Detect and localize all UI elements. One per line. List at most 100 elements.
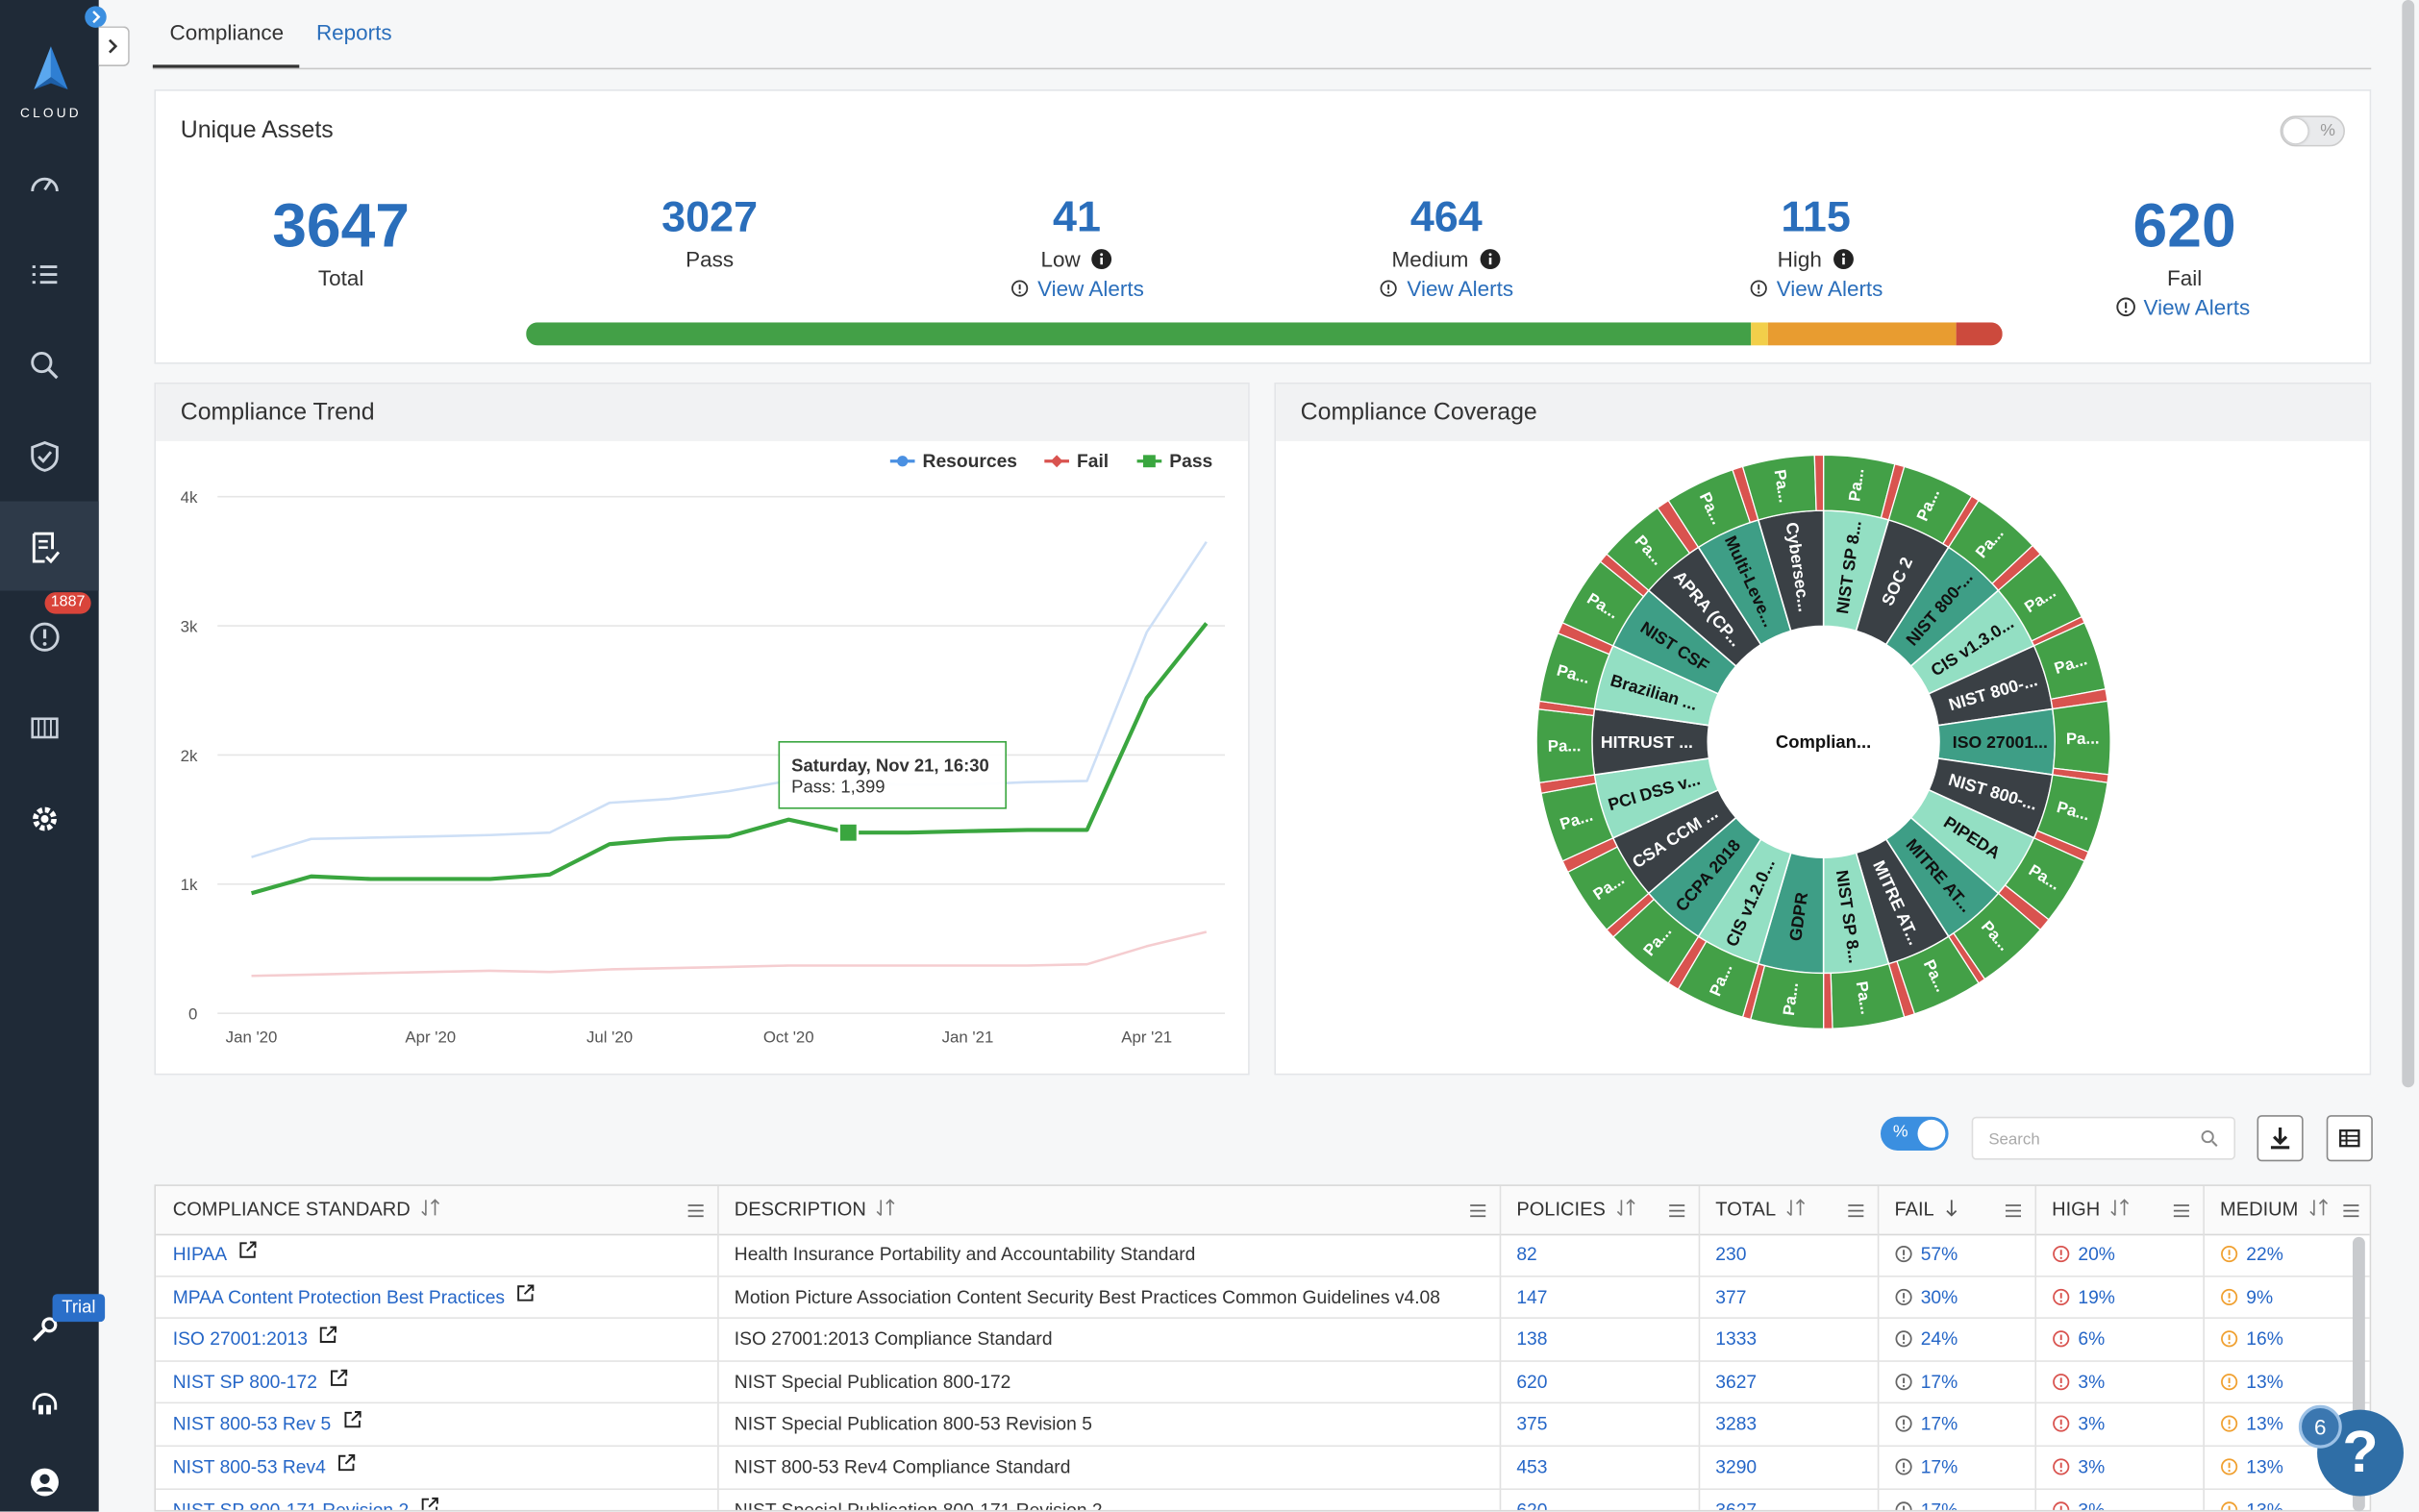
list-icon[interactable]	[28, 258, 62, 291]
column-menu[interactable]	[1668, 1203, 1686, 1219]
search-icon[interactable]	[28, 349, 62, 383]
columns-button[interactable]	[2326, 1115, 2373, 1162]
cell-text[interactable]: 3%	[2078, 1455, 2106, 1478]
view-alerts-link[interactable]: View Alerts	[1776, 276, 1883, 301]
cell-text[interactable]: 13%	[2246, 1413, 2283, 1435]
page-scrollbar[interactable]	[2402, 0, 2415, 1088]
cell-text[interactable]: 3%	[2078, 1371, 2106, 1393]
user-icon[interactable]	[28, 1465, 62, 1499]
collapse-button[interactable]	[98, 26, 130, 66]
column-header[interactable]: TOTAL	[1715, 1186, 1807, 1234]
info-icon[interactable]	[1480, 248, 1501, 270]
cell-text[interactable]: 16%	[2246, 1327, 2283, 1351]
info-icon[interactable]	[1833, 248, 1854, 270]
external-link-icon[interactable]	[237, 1240, 258, 1260]
sort-icon[interactable]	[1785, 1199, 1807, 1217]
sort-icon[interactable]	[876, 1199, 897, 1217]
cell-text[interactable]: 620	[1516, 1499, 1548, 1512]
cell-text[interactable]: 230	[1715, 1243, 1747, 1265]
cell-text[interactable]: 20%	[2078, 1243, 2115, 1265]
sort-icon[interactable]	[1614, 1199, 1635, 1217]
cell-text[interactable]: 138	[1516, 1327, 1548, 1351]
column-menu[interactable]	[2342, 1203, 2360, 1219]
cell-text[interactable]: 375	[1516, 1413, 1548, 1435]
column-menu[interactable]	[2172, 1203, 2190, 1219]
support-icon[interactable]	[28, 1390, 62, 1424]
compliance-icon[interactable]	[28, 531, 62, 564]
cell-text[interactable]: 30%	[1920, 1285, 1958, 1308]
settings-icon[interactable]	[28, 802, 62, 835]
shield-icon[interactable]	[28, 439, 62, 473]
dashboard-icon[interactable]	[28, 168, 62, 202]
sort-icon[interactable]	[2307, 1199, 2329, 1217]
external-link-icon[interactable]	[341, 1410, 362, 1430]
column-menu[interactable]	[1469, 1203, 1487, 1219]
external-link-icon[interactable]	[419, 1496, 439, 1512]
standard-link[interactable]: ISO 27001:2013	[172, 1327, 308, 1351]
cell-text[interactable]: 17%	[1920, 1499, 1958, 1512]
column-header[interactable]: MEDIUM	[2220, 1186, 2329, 1234]
cell-text[interactable]: 3290	[1715, 1455, 1758, 1478]
cell-text[interactable]: 17%	[1920, 1413, 1958, 1435]
cell-text[interactable]: 3627	[1715, 1371, 1758, 1393]
cell-text[interactable]: 3283	[1715, 1413, 1758, 1435]
cell-text[interactable]: 22%	[2246, 1243, 2283, 1265]
sort-icon[interactable]	[419, 1199, 440, 1217]
cell-text[interactable]: 57%	[1920, 1243, 1958, 1265]
column-header[interactable]: COMPLIANCE STANDARD	[173, 1186, 441, 1234]
cell-text[interactable]: 6%	[2078, 1327, 2106, 1351]
level-alerts[interactable]: View Alerts	[1323, 276, 1570, 304]
standard-link[interactable]: NIST SP 800-172	[172, 1371, 317, 1393]
cell-text[interactable]: 13%	[2246, 1455, 2283, 1478]
cell-text[interactable]: 17%	[1920, 1371, 1958, 1393]
external-link-icon[interactable]	[337, 1453, 357, 1474]
sort-icon[interactable]	[1943, 1199, 1964, 1217]
cell-text[interactable]: 24%	[1920, 1327, 1958, 1351]
standard-link[interactable]: HIPAA	[172, 1243, 228, 1265]
level-alerts[interactable]: View Alerts	[954, 276, 1201, 304]
alerts-icon[interactable]	[28, 620, 62, 654]
cell-text[interactable]: 9%	[2246, 1285, 2274, 1308]
cell-text[interactable]: 453	[1516, 1455, 1548, 1478]
external-link-icon[interactable]	[515, 1282, 536, 1302]
cell-text[interactable]: 147	[1516, 1285, 1548, 1308]
level-alerts[interactable]: View Alerts	[1692, 276, 1939, 304]
column-header[interactable]: DESCRIPTION	[735, 1186, 897, 1234]
search-box[interactable]: Search	[1971, 1116, 2236, 1160]
cell-text[interactable]: 3627	[1715, 1499, 1758, 1512]
cell-text[interactable]: 82	[1516, 1243, 1537, 1265]
expand-dot[interactable]	[84, 5, 109, 30]
standard-link[interactable]: MPAA Content Protection Best Practices	[172, 1285, 506, 1308]
info-icon[interactable]	[1091, 248, 1112, 270]
column-menu[interactable]	[686, 1203, 705, 1219]
cell-text[interactable]: 19%	[2078, 1285, 2115, 1308]
column-header[interactable]: HIGH	[2052, 1186, 2131, 1234]
view-alerts-link[interactable]: View Alerts	[2143, 294, 2251, 320]
column-header[interactable]: POLICIES	[1516, 1186, 1636, 1234]
sort-icon[interactable]	[2109, 1199, 2131, 1217]
view-alerts-link[interactable]: View Alerts	[1407, 276, 1514, 301]
cell-text[interactable]: 3%	[2078, 1413, 2106, 1435]
standard-link[interactable]: NIST 800-53 Rev 5	[172, 1413, 332, 1435]
column-header[interactable]: FAIL	[1894, 1186, 1964, 1234]
tools-icon[interactable]	[28, 1313, 62, 1347]
tab[interactable]: Reports	[315, 19, 392, 45]
cell-text[interactable]: 17%	[1920, 1455, 1958, 1478]
standard-link[interactable]: NIST 800-53 Rev4	[172, 1455, 326, 1478]
cell-text[interactable]: 1333	[1715, 1327, 1758, 1351]
table-percent-toggle[interactable]: %	[1880, 1116, 1949, 1152]
cell-text[interactable]: 13%	[2246, 1371, 2283, 1393]
external-link-icon[interactable]	[318, 1326, 338, 1346]
fail-alerts[interactable]: View Alerts	[2115, 294, 2362, 322]
column-menu[interactable]	[2004, 1203, 2022, 1219]
external-link-icon[interactable]	[328, 1368, 348, 1388]
cell-text[interactable]: 3%	[2078, 1499, 2106, 1512]
tab[interactable]: Compliance	[169, 19, 285, 45]
view-alerts-link[interactable]: View Alerts	[1037, 276, 1144, 301]
cell-text[interactable]: 620	[1516, 1371, 1548, 1393]
download-button[interactable]	[2257, 1115, 2304, 1162]
column-menu[interactable]	[1847, 1203, 1865, 1219]
standard-link[interactable]: NIST SP 800-171 Revision 2	[172, 1499, 410, 1512]
inventory-icon[interactable]	[28, 711, 62, 745]
cell-text[interactable]: 13%	[2246, 1499, 2283, 1512]
